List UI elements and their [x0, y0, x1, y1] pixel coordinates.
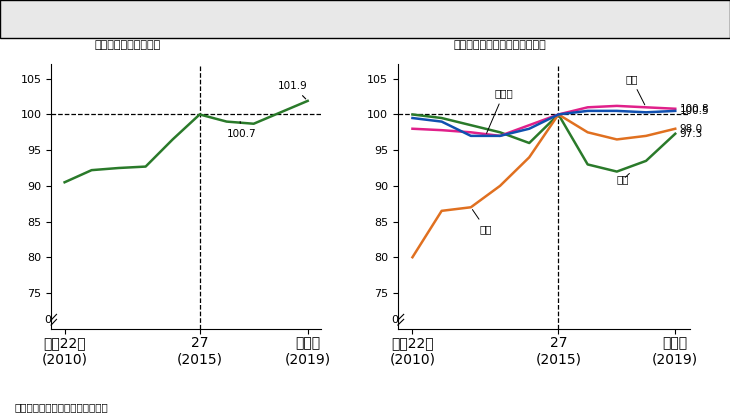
Text: 農業生産資材価格指数(平成 27(2015)年を 100 とする指数): 農業生産資材価格指数(平成 27(2015)年を 100 とする指数): [108, 12, 381, 26]
Text: 0: 0: [44, 315, 51, 325]
Text: 飼料: 飼料: [472, 210, 492, 234]
Text: 図表 2-7-40: 図表 2-7-40: [3, 12, 68, 26]
Text: （肥料、飼料、農薬、農機具）: （肥料、飼料、農薬、農機具）: [453, 40, 547, 50]
Text: 101.9: 101.9: [278, 81, 308, 99]
Text: 100.8: 100.8: [680, 104, 710, 114]
Text: （農業生産資材総合）: （農業生産資材総合）: [95, 40, 161, 50]
Text: 資料：農林水産省「農物価統計」: 資料：農林水産省「農物価統計」: [15, 402, 108, 412]
Text: 100.5: 100.5: [680, 106, 710, 116]
Text: 0: 0: [391, 315, 398, 325]
Text: 肥料: 肥料: [617, 173, 629, 184]
Text: 100.7: 100.7: [227, 121, 256, 139]
Text: 98.0: 98.0: [680, 124, 703, 134]
Text: 97.3: 97.3: [680, 129, 703, 139]
Bar: [0, 0, 104, 38]
Text: 農薬: 農薬: [626, 74, 645, 105]
Text: 農機具: 農機具: [487, 89, 513, 133]
